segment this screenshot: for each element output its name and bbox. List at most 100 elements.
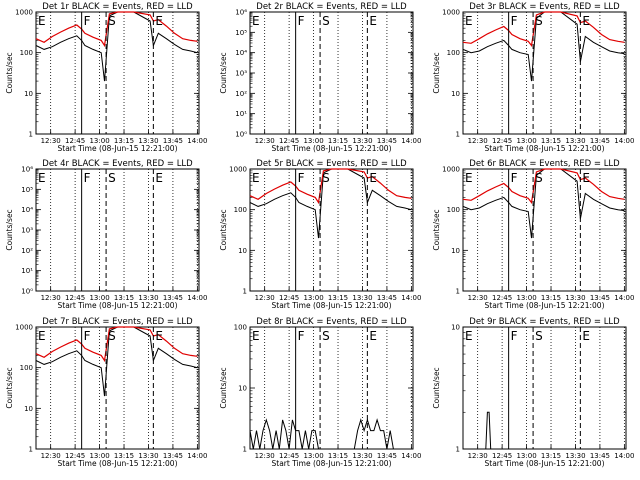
y-tick-label: 100 — [234, 324, 247, 332]
x-tick-label: 13:45 — [590, 294, 610, 302]
x-tick-label: 13:15 — [114, 294, 134, 302]
marker-label-top: S — [535, 329, 543, 343]
panel-det-4: Det 4r BLACK = Events, RED = LLD 12:30 12:… — [5, 159, 207, 310]
x-tick-label: 12:45 — [279, 137, 299, 145]
x-axis-label: Start Time (08-Jun-15 12:21:00) — [58, 301, 178, 310]
x-tick-label: 12:30 — [41, 294, 61, 302]
x-tick-label: 12:45 — [65, 452, 85, 460]
x-tick-label: 13:45 — [163, 294, 183, 302]
series-line-lld — [462, 168, 625, 204]
y-tick-label: 100 — [447, 206, 460, 214]
y-tick-label: 1000 — [442, 9, 460, 17]
marker-label-top: E — [155, 329, 163, 343]
x-tick-label: 13:45 — [377, 137, 397, 145]
x-tick-label: 14:00 — [401, 137, 421, 145]
x-tick-label: 12:45 — [492, 137, 512, 145]
y-tick-label: 100 — [234, 206, 247, 214]
panel-title: Det 1r BLACK = Events, RED = LLD — [42, 2, 193, 12]
y-tick-label: 10 — [24, 90, 33, 98]
series-line-lld — [35, 326, 198, 363]
x-tick-label: 13:00 — [303, 452, 323, 460]
x-axis-label: Start Time (08-Jun-15 12:21:00) — [272, 459, 392, 468]
marker-label-top: S — [322, 14, 330, 28]
marker-label-top: E — [369, 329, 377, 343]
marker-label-top: S — [322, 171, 330, 185]
marker-label-top: F — [298, 14, 305, 28]
y-tick-label: 10² — [21, 247, 33, 255]
x-axis-label: Start Time (08-Jun-15 12:21:00) — [272, 301, 392, 310]
series-line-events — [463, 411, 625, 450]
y-tick-label: 1 — [456, 288, 460, 296]
x-tick-label: 12:30 — [41, 452, 61, 460]
panel-det-1: Det 1r BLACK = Events, RED = LLD 12:30 12:… — [5, 2, 207, 153]
y-tick-label: 10 — [451, 324, 460, 332]
y-tick-label: 10⁶ — [235, 9, 247, 17]
y-tick-label: 10² — [235, 90, 247, 98]
plot-frame — [462, 11, 627, 135]
x-tick-label: 13:45 — [377, 452, 397, 460]
plot-frame — [249, 168, 414, 292]
marker-label-top: E — [38, 329, 46, 343]
y-tick-label: 1000 — [15, 324, 33, 332]
y-axis-label: Counts/sec — [219, 52, 228, 93]
plot-frame — [462, 168, 627, 292]
series-line-events — [462, 11, 625, 82]
x-tick-label: 13:15 — [114, 452, 134, 460]
y-tick-label: 10 — [24, 405, 33, 413]
x-axis-label: Start Time (08-Jun-15 12:21:00) — [58, 459, 178, 468]
y-tick-label: 10⁴ — [235, 49, 247, 57]
y-tick-label: 1 — [29, 131, 33, 139]
x-tick-label: 12:45 — [492, 294, 512, 302]
marker-label-top: E — [252, 329, 260, 343]
marker-label-top: F — [511, 329, 518, 343]
marker-label-top: E — [369, 14, 377, 28]
panel-title: Det 2r BLACK = Events, RED = LLD — [256, 2, 407, 12]
x-tick-label: 13:15 — [328, 452, 348, 460]
marker-label-top: S — [322, 329, 330, 343]
marker-label-top: E — [252, 171, 260, 185]
y-tick-label: 1 — [456, 131, 460, 139]
y-tick-label: 10³ — [21, 227, 33, 235]
x-axis-label: Start Time (08-Jun-15 12:21:00) — [272, 144, 392, 153]
y-axis-label: Counts/sec — [5, 209, 14, 250]
y-axis-label: Counts/sec — [5, 52, 14, 93]
marker-label-top: F — [84, 14, 91, 28]
x-axis-label: Start Time (08-Jun-15 12:21:00) — [58, 144, 178, 153]
marker-label-top: E — [465, 171, 473, 185]
y-tick-label: 100 — [20, 364, 33, 372]
x-tick-label: 13:30 — [352, 452, 372, 460]
marker-label-top: E — [252, 14, 260, 28]
x-tick-label: 12:45 — [279, 452, 299, 460]
y-axis-label: Counts/sec — [219, 367, 228, 408]
x-tick-label: 13:30 — [565, 294, 585, 302]
y-tick-label: 10³ — [235, 70, 247, 78]
y-tick-label: 1000 — [229, 166, 247, 174]
panel-title: Det 8r BLACK = Events, RED = LLD — [256, 317, 407, 327]
x-tick-label: 13:45 — [163, 137, 183, 145]
series-line-events — [35, 326, 198, 397]
y-axis-label: Counts/sec — [432, 367, 441, 408]
x-tick-label: 12:30 — [255, 137, 275, 145]
x-tick-label: 12:30 — [468, 452, 488, 460]
y-axis-label: Counts/sec — [219, 209, 228, 250]
x-tick-label: 13:30 — [352, 137, 372, 145]
panel-title: Det 5r BLACK = Events, RED = LLD — [256, 159, 407, 169]
marker-label-top: F — [298, 329, 305, 343]
marker-label-top: F — [511, 171, 518, 185]
x-tick-label: 14:00 — [187, 294, 207, 302]
series-line-lld — [249, 168, 412, 205]
marker-label-top: F — [84, 329, 91, 343]
plot-frame — [35, 168, 200, 292]
series-line-events — [35, 11, 198, 82]
marker-label-top: E — [155, 171, 163, 185]
y-tick-label: 10⁵ — [235, 29, 247, 37]
y-tick-label: 10 — [451, 90, 460, 98]
x-tick-label: 12:30 — [41, 137, 61, 145]
plot-frame — [249, 326, 414, 450]
x-tick-label: 12:30 — [255, 452, 275, 460]
panel-det-9: Det 9r BLACK = Events, RED = LLD 12:30 12:… — [432, 317, 634, 468]
y-tick-label: 10⁵ — [21, 186, 33, 194]
x-tick-label: 14:00 — [187, 137, 207, 145]
x-tick-label: 13:00 — [89, 452, 109, 460]
plot-frame — [35, 11, 200, 135]
